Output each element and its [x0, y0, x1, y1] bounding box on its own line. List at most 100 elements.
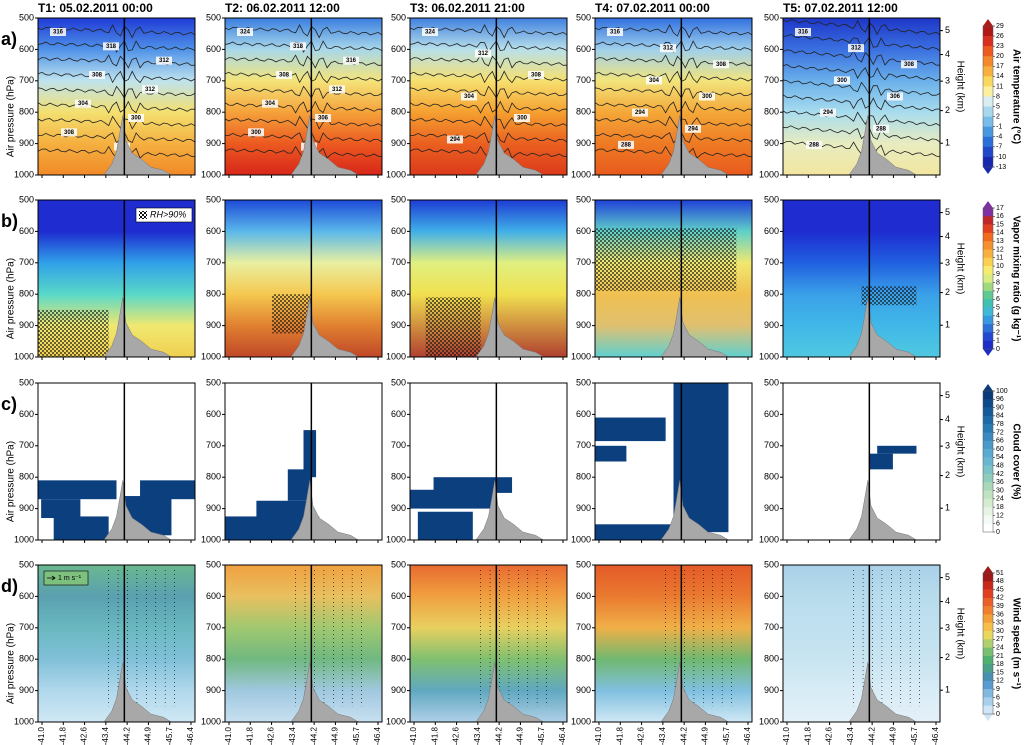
x-tick-lat: -44.9	[516, 726, 525, 745]
x-tick-lat: -42.6	[80, 726, 89, 745]
contour-label: 316	[798, 30, 809, 36]
column-title: T1: 05.02.2011 00:00	[38, 1, 153, 15]
y-tick-label: 500	[764, 194, 779, 204]
terrain	[475, 480, 545, 541]
colorbar-segment	[983, 424, 993, 433]
colorbar-segment	[983, 126, 993, 138]
y-tick-label: 700	[576, 75, 591, 85]
colorbar-tick-label: 36	[996, 479, 1004, 486]
colorbar-tick-label: 39	[996, 603, 1004, 610]
contour-label-bg	[514, 114, 530, 122]
x-tick-lat: -42.6	[452, 726, 461, 745]
contour-label: 324	[240, 30, 251, 36]
colorbar-tick-label: 0	[996, 529, 1000, 536]
rh-hatch	[425, 297, 481, 357]
contour-label: 300	[837, 78, 848, 84]
y-tick-label: 1000	[759, 169, 779, 179]
x-tick-lat: -42.6	[267, 726, 276, 745]
y-tick-label: 700	[206, 440, 221, 450]
y-tick-label: 900	[391, 685, 406, 695]
panel: 3243183163083123043063002945006007008009…	[201, 12, 383, 179]
x-tick-lat: -41.0	[409, 726, 418, 745]
y2-tick-label: 5	[945, 25, 950, 35]
y-tick-label: 800	[391, 472, 406, 482]
x-tick-lat: -42.6	[637, 726, 646, 745]
y-tick-label: 700	[391, 622, 406, 632]
contour-label: 324	[425, 30, 436, 36]
contour-label-bg	[156, 56, 172, 65]
cloud-area	[410, 489, 497, 509]
colorbar-segment	[983, 664, 993, 673]
panel-frame	[37, 564, 196, 723]
panel: 5006007008009001000-41.0165.2-41.8166.2-…	[759, 559, 965, 745]
y-tick-label: 700	[206, 75, 221, 85]
contour-label: 300	[251, 130, 262, 136]
colorbar-tick-label: 9	[996, 271, 1000, 278]
column-title: T4: 07.02.2011 00:00	[595, 1, 710, 15]
colorbar-tick-label: 90	[996, 404, 1004, 411]
y2-axis-label: Height (km)	[954, 243, 965, 295]
y-tick-label: 500	[206, 559, 221, 569]
colorbar-arrow	[983, 19, 993, 26]
row-label: b)	[1, 211, 18, 231]
panel: 316 312 308 304 300 294 294 288 500 600 700 800 900 1…	[571, 12, 753, 179]
x-tick-lat: -46.4	[558, 726, 567, 745]
y2-tick-label: 5	[945, 390, 950, 400]
cloud-area	[877, 445, 917, 454]
colorbar-tick-label: 42	[996, 471, 1004, 478]
colorbar-segment	[983, 249, 993, 259]
x-tick-lat: -44.2	[494, 726, 503, 745]
contour-label-bg	[834, 76, 850, 85]
x-tick-lat: -41.0	[782, 726, 791, 745]
panel: 5006007008009001000-41.0165.2-41.8166.2-…	[571, 559, 753, 745]
contour-label-bg	[699, 92, 715, 101]
y2-tick-label: 2	[945, 652, 950, 662]
colorbar-segment	[983, 647, 993, 657]
contour-label-bg	[475, 49, 491, 58]
y-tick-label: 600	[764, 226, 779, 236]
y-tick-label: 600	[206, 226, 221, 236]
y-tick-label: 1000	[14, 351, 34, 361]
y-tick-label: 500	[19, 377, 34, 387]
colorbar-tick-label: 66	[996, 438, 1004, 445]
colorbar-segment	[983, 324, 993, 333]
y-tick-label: 500	[206, 12, 221, 22]
contour-label-bg	[447, 135, 463, 144]
x-tick-lat: -46.4	[931, 726, 940, 745]
colorbar-tick-label: 11	[996, 255, 1003, 262]
colorbar-tick-label: 17	[996, 205, 1004, 212]
contour-label: 304	[78, 101, 89, 107]
x-tick-lat: -41.8	[245, 726, 254, 745]
colorbar-segment	[983, 266, 993, 275]
y-tick-label: 800	[764, 472, 779, 482]
colorbar-segment	[983, 573, 993, 582]
y2-axis-label: Height (km)	[954, 61, 965, 113]
terrain	[848, 297, 918, 358]
colorbar-tick-label: 30	[996, 487, 1004, 494]
contour-label: 312	[332, 87, 343, 93]
panel-frame	[224, 564, 383, 723]
contour-label: 300	[517, 116, 528, 122]
colorbar-tick-label: -13	[996, 164, 1006, 171]
isentrope	[37, 40, 196, 53]
colorbar-tick-label: 0	[996, 346, 1000, 353]
column-title: T2: 06.02.2011 12:00	[225, 1, 340, 15]
y-tick-label: 500	[391, 194, 406, 204]
y-tick-label: 900	[576, 320, 591, 330]
y-tick-label: 900	[764, 138, 779, 148]
y-tick-label: 500	[206, 194, 221, 204]
contour-label: 304	[265, 101, 276, 107]
colorbar-tick-label: 10	[996, 263, 1004, 270]
y-tick-label: 700	[576, 622, 591, 632]
colorbar-segment	[983, 96, 993, 107]
colorbar-arrow	[983, 714, 993, 721]
x-tick-lat: -43.4	[101, 726, 110, 745]
y2-tick-label: 4	[945, 49, 950, 59]
terrain	[475, 297, 545, 358]
contour-label: 304	[649, 78, 660, 84]
panel-frame	[594, 564, 753, 723]
y-tick-label: 600	[19, 226, 34, 236]
contour-label-bg	[685, 124, 701, 133]
colorbar-segment	[983, 490, 993, 500]
colorbar-title: Air temperature (°C)	[1010, 49, 1021, 144]
